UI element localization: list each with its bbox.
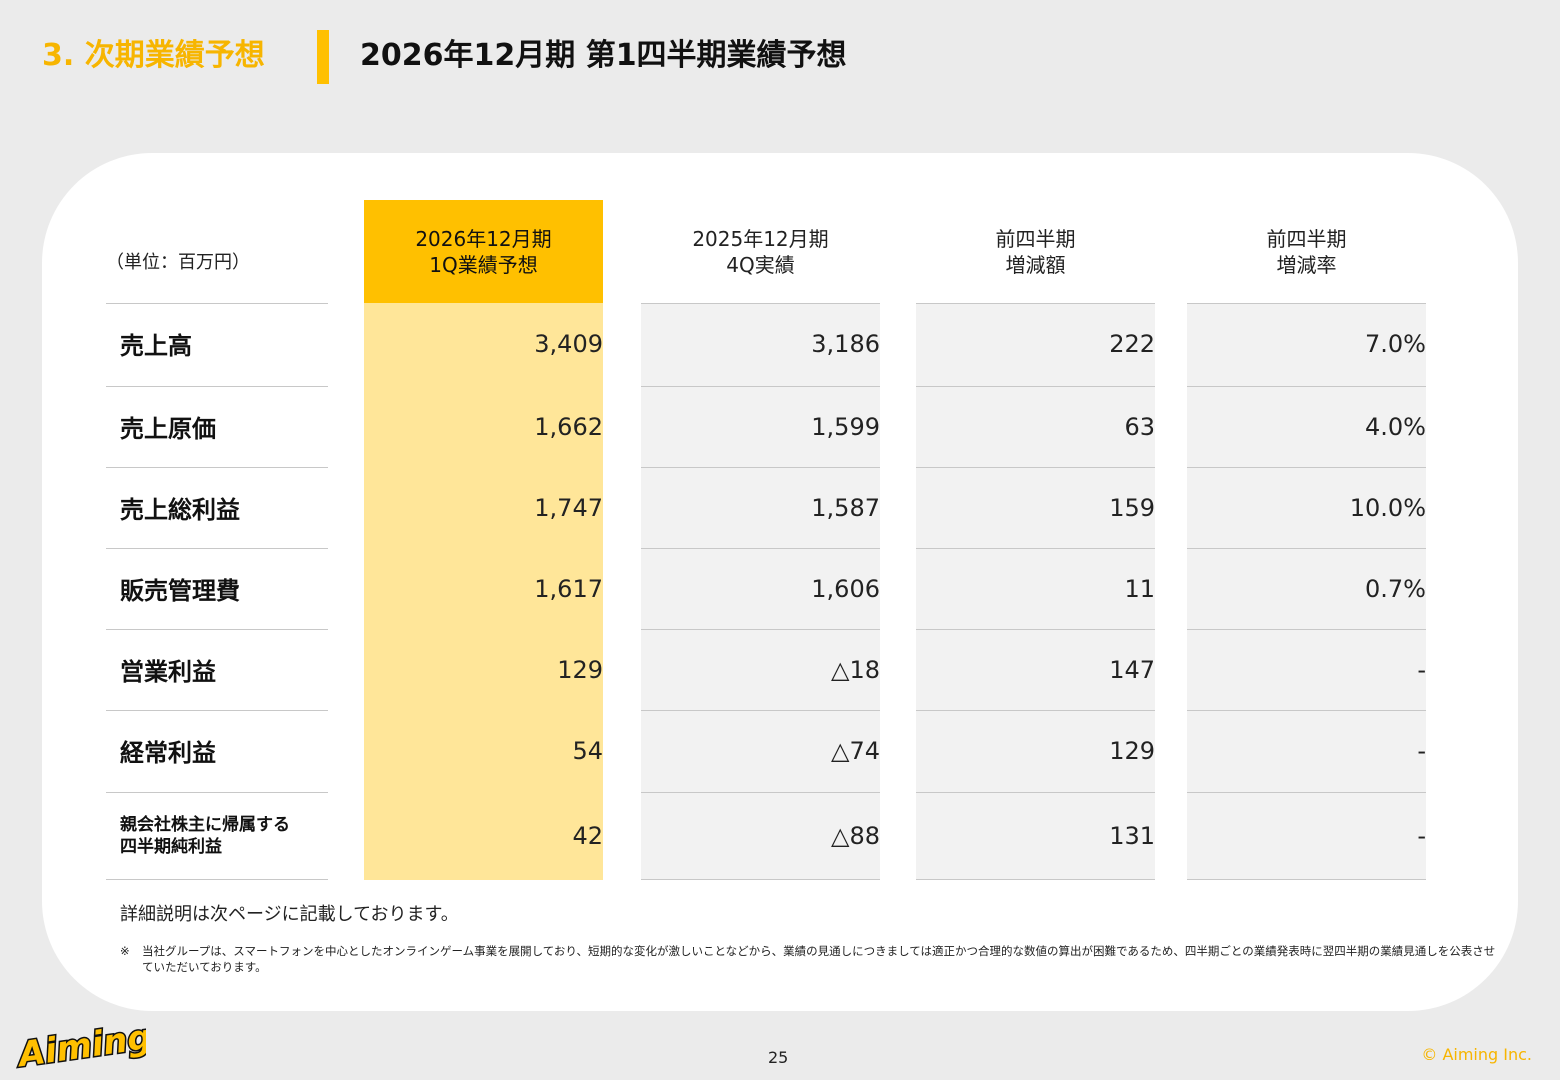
table-cell: 63 (1124, 412, 1155, 441)
table-cell: 0.7% (1365, 574, 1426, 603)
forecast-column-background (364, 303, 603, 880)
row-divider (641, 710, 880, 711)
table-cell: △18 (831, 655, 880, 684)
table-cell: 1,747 (534, 493, 603, 522)
table-cell: 1,587 (811, 493, 880, 522)
column-header-prior: 2025年12月期 4Q実績 (641, 200, 880, 303)
row-divider (641, 629, 880, 630)
table-cell: 3,186 (811, 329, 880, 358)
row-label: 営業利益 (120, 658, 216, 686)
row-divider (641, 548, 880, 549)
table-cell: 1,606 (811, 574, 880, 603)
row-divider (106, 548, 328, 549)
table-cell: 4.0% (1365, 412, 1426, 441)
row-divider (916, 879, 1155, 880)
table-cell: 1,662 (534, 412, 603, 441)
title-divider-bar (317, 30, 329, 84)
change-rate-column-background (1187, 303, 1426, 880)
row-divider (916, 548, 1155, 549)
disclaimer-text: 当社グループは、スマートフォンを中心としたオンラインゲーム事業を展開しており、短… (142, 944, 1496, 974)
table-cell: - (1417, 736, 1426, 765)
row-divider (916, 792, 1155, 793)
disclaimer-note: ※ 当社グループは、スマートフォンを中心としたオンラインゲーム事業を展開しており… (120, 943, 1500, 975)
row-divider (1187, 548, 1426, 549)
table-cell: 3,409 (534, 329, 603, 358)
column-header-line1: 前四半期 (995, 226, 1076, 251)
page-title: 2026年12月期 第1四半期業績予想 (360, 38, 847, 73)
row-divider (1187, 303, 1426, 304)
table-cell: 159 (1109, 493, 1155, 522)
table-cell: - (1417, 655, 1426, 684)
column-header-change-rate: 前四半期 増減率 (1187, 200, 1426, 303)
column-header-line2: 増減率 (1276, 252, 1337, 277)
table-cell: 7.0% (1365, 329, 1426, 358)
row-divider (641, 792, 880, 793)
row-label: 売上原価 (120, 415, 216, 443)
row-label: 売上高 (120, 332, 192, 360)
table-cell: △88 (831, 822, 880, 850)
column-header-line1: 2025年12月期 (692, 226, 829, 251)
row-divider (106, 467, 328, 468)
row-divider (1187, 879, 1426, 880)
aiming-logo: Aiming (12, 1018, 146, 1070)
row-divider (641, 879, 880, 880)
row-divider (106, 879, 328, 880)
row-label: 親会社株主に帰属する 四半期純利益 (120, 794, 290, 878)
unit-label: （単位：百万円） (106, 252, 250, 273)
row-divider (641, 386, 880, 387)
table-cell: 42 (572, 822, 603, 850)
row-divider (916, 303, 1155, 304)
row-divider (1187, 792, 1426, 793)
detail-note: 詳細説明は次ページに記載しております。 (120, 904, 459, 925)
row-divider (916, 710, 1155, 711)
table-cell: 129 (557, 655, 603, 684)
row-label: 売上総利益 (120, 496, 240, 524)
change-amount-column-background (916, 303, 1155, 880)
table-cell: 1,617 (534, 574, 603, 603)
row-label: 販売管理費 (120, 577, 240, 605)
row-label: 経常利益 (120, 739, 216, 767)
row-divider (641, 467, 880, 468)
table-cell: 131 (1109, 822, 1155, 850)
column-header-line1: 前四半期 (1266, 226, 1347, 251)
table-cell: △74 (831, 736, 880, 765)
row-divider (106, 629, 328, 630)
column-header-line2: 4Q実績 (726, 252, 795, 277)
table-cell: 1,599 (811, 412, 880, 441)
row-divider (106, 710, 328, 711)
column-header-line2: 増減額 (1005, 252, 1066, 277)
column-header-line2: 1Q業績予想 (429, 252, 538, 277)
row-label-line2: 四半期純利益 (120, 837, 222, 857)
prior-column-background (641, 303, 880, 880)
table-cell: 222 (1109, 329, 1155, 358)
row-divider (641, 303, 880, 304)
row-divider (1187, 629, 1426, 630)
row-divider (1187, 467, 1426, 468)
row-divider (916, 629, 1155, 630)
table-cell: 10.0% (1349, 493, 1426, 522)
table-cell: 129 (1109, 736, 1155, 765)
table-cell: 54 (572, 736, 603, 765)
row-divider (106, 792, 328, 793)
column-header-change-amount: 前四半期 増減額 (916, 200, 1155, 303)
row-label-line1: 親会社株主に帰属する (120, 815, 290, 835)
column-header-line1: 2026年12月期 (415, 226, 552, 251)
page-number: 25 (768, 1048, 789, 1067)
row-divider (916, 467, 1155, 468)
row-divider (106, 386, 328, 387)
table-cell: 11 (1124, 574, 1155, 603)
copyright: © Aiming Inc. (1421, 1045, 1532, 1064)
section-title: 3. 次期業績予想 (42, 38, 265, 73)
row-divider (1187, 710, 1426, 711)
table-cell: - (1417, 822, 1426, 850)
table-cell: 147 (1109, 655, 1155, 684)
logo-text: Aiming (13, 1018, 146, 1070)
column-header-forecast: 2026年12月期 1Q業績予想 (364, 200, 603, 303)
note-mark: ※ (120, 944, 130, 958)
row-divider (106, 303, 328, 304)
row-divider (916, 386, 1155, 387)
row-divider (1187, 386, 1426, 387)
